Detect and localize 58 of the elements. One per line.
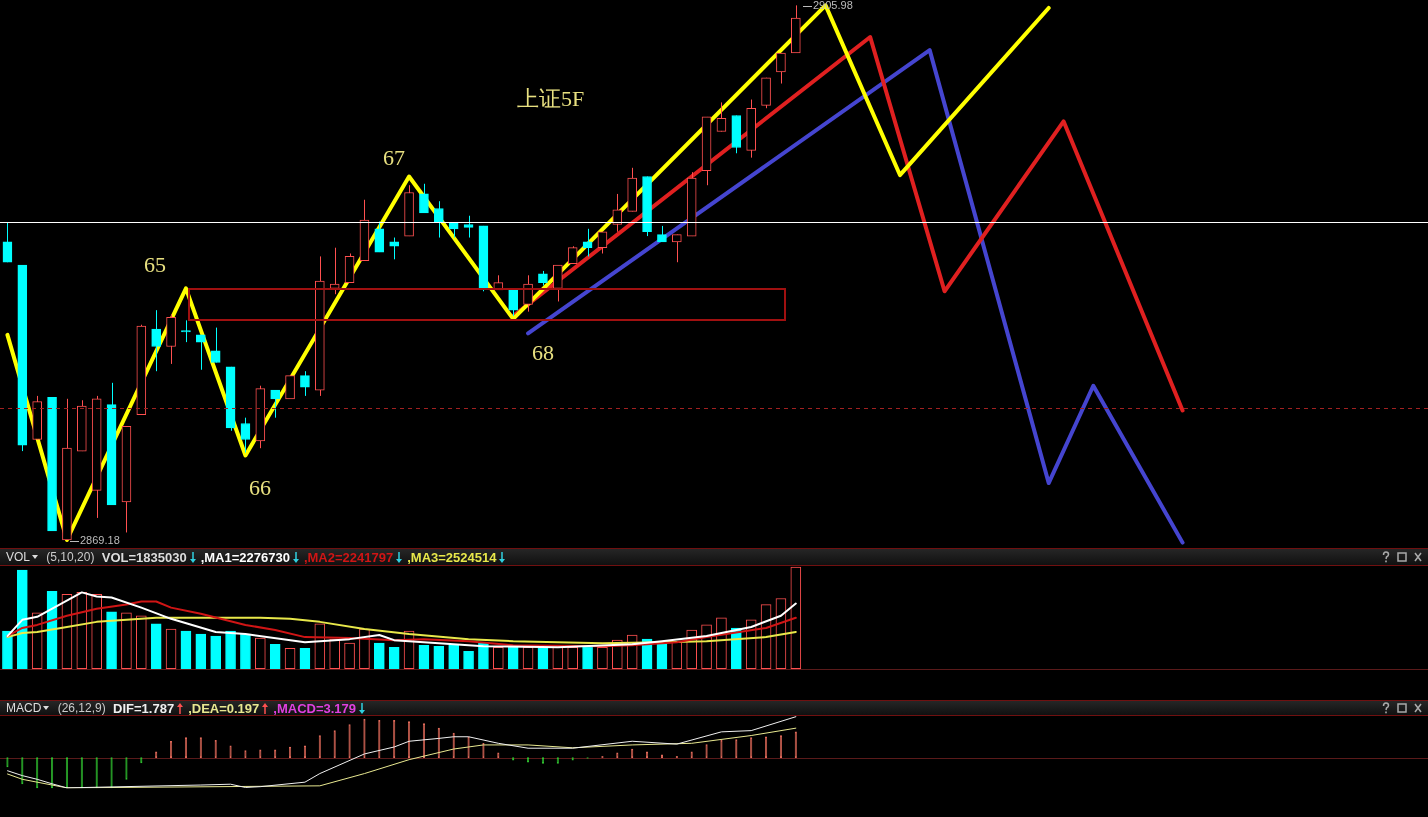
- annotation: 67: [383, 145, 405, 170]
- bar: [150, 623, 162, 669]
- bar: [195, 633, 207, 669]
- text: ,MA1=2276730: [200, 549, 290, 565]
- bar: [463, 650, 474, 669]
- candlestick: [181, 319, 191, 343]
- annotation: 上证5F: [517, 86, 585, 111]
- series-label: ,MACD=3.179: [273, 700, 357, 716]
- chart-title: VOL: [6, 550, 31, 564]
- candlestick: [329, 247, 340, 295]
- bar: [388, 646, 400, 669]
- candlestick: [300, 370, 310, 397]
- candlestick: [552, 264, 563, 302]
- bar: [299, 647, 311, 669]
- text: ,MA3=2524514: [407, 549, 497, 565]
- annotation: 65: [144, 252, 166, 277]
- text: DIF=1.787: [113, 700, 175, 716]
- candlestick: [240, 417, 251, 454]
- candlestick: [210, 327, 221, 363]
- bar: [240, 633, 251, 669]
- bar: [478, 642, 489, 669]
- text: ,MA2=2241797: [303, 549, 394, 565]
- candlestick: [671, 234, 682, 263]
- candlestick: [419, 183, 429, 214]
- bar: [537, 647, 549, 669]
- candlestick: [523, 274, 533, 313]
- bar: [418, 644, 430, 669]
- bar: [16, 569, 28, 669]
- candlestick: [389, 237, 400, 260]
- bar: [180, 630, 192, 669]
- candlestick: [2, 221, 13, 263]
- bar: [448, 644, 460, 669]
- candlestick: [612, 193, 623, 233]
- annotation: 66: [249, 475, 271, 500]
- chart-title: MACD: [6, 701, 42, 715]
- annotation: 2905.98: [813, 0, 853, 12]
- bar: [225, 630, 236, 669]
- chart-subtitle: (26,12,9): [56, 701, 107, 715]
- bar: [210, 635, 222, 669]
- annotation: 2869.18: [80, 534, 120, 547]
- candlestick: [776, 52, 786, 85]
- bar: [2, 630, 13, 669]
- bar: [656, 642, 668, 669]
- chart-subtitle: (5,10,20): [45, 550, 96, 564]
- bar: [582, 644, 593, 669]
- text: ,DEA=0.197: [188, 700, 260, 716]
- annotation: 68: [532, 340, 554, 365]
- text: VOL=1835030: [101, 549, 187, 565]
- candlestick: [508, 287, 519, 317]
- bar: [269, 643, 281, 669]
- candlestick: [151, 309, 162, 372]
- candlestick: [463, 215, 474, 239]
- bar: [507, 645, 519, 669]
- candlestick: [270, 389, 281, 419]
- bar: [433, 645, 445, 669]
- bar: [106, 611, 117, 669]
- candlestick: [374, 221, 385, 253]
- bar: [373, 642, 385, 669]
